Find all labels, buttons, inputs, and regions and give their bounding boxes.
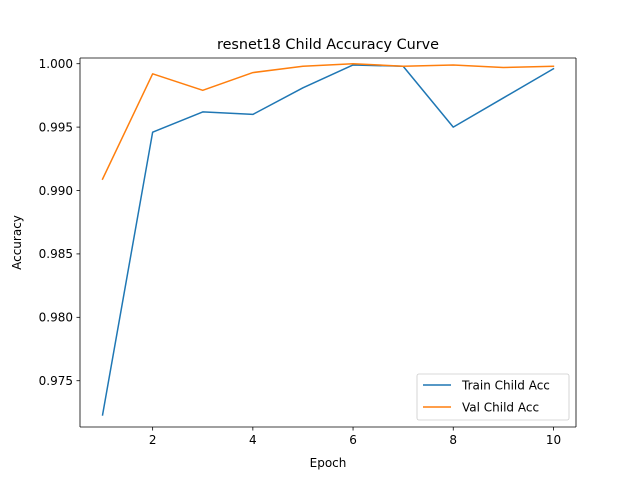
chart-title: resnet18 Child Accuracy Curve [217,37,439,53]
y-axis-ticks: 0.975 0.980 0.985 0.990 0.995 1.000 [39,57,80,388]
y-tick-label-4: 0.995 [39,120,73,134]
y-tick-label-0: 0.975 [39,374,73,388]
x-tick-label-2: 6 [349,433,357,447]
y-axis-label: Accuracy [10,215,24,270]
x-tick-label-1: 4 [249,433,257,447]
plot-area [80,58,576,427]
x-tick-label-4: 10 [546,433,561,447]
legend-label-0: Train Child Acc [461,378,550,392]
series-layer [101,62,555,416]
x-axis-ticks: 2 4 6 8 10 [149,427,561,447]
y-tick-label-5: 1.000 [39,57,73,71]
x-tick-label-0: 2 [149,433,157,447]
axes-frame [79,57,577,428]
x-axis-label: Epoch [310,456,347,470]
y-tick-label-3: 0.990 [39,184,73,198]
legend: Train Child Acc Val Child Acc [416,373,570,421]
y-tick-label-1: 0.980 [39,311,73,325]
series-line-1 [101,62,555,181]
legend-box [416,373,570,421]
legend-label-1: Val Child Acc [462,400,539,414]
x-tick-label-3: 8 [449,433,457,447]
y-tick-label-2: 0.985 [39,247,73,261]
series-line-0 [101,64,555,416]
